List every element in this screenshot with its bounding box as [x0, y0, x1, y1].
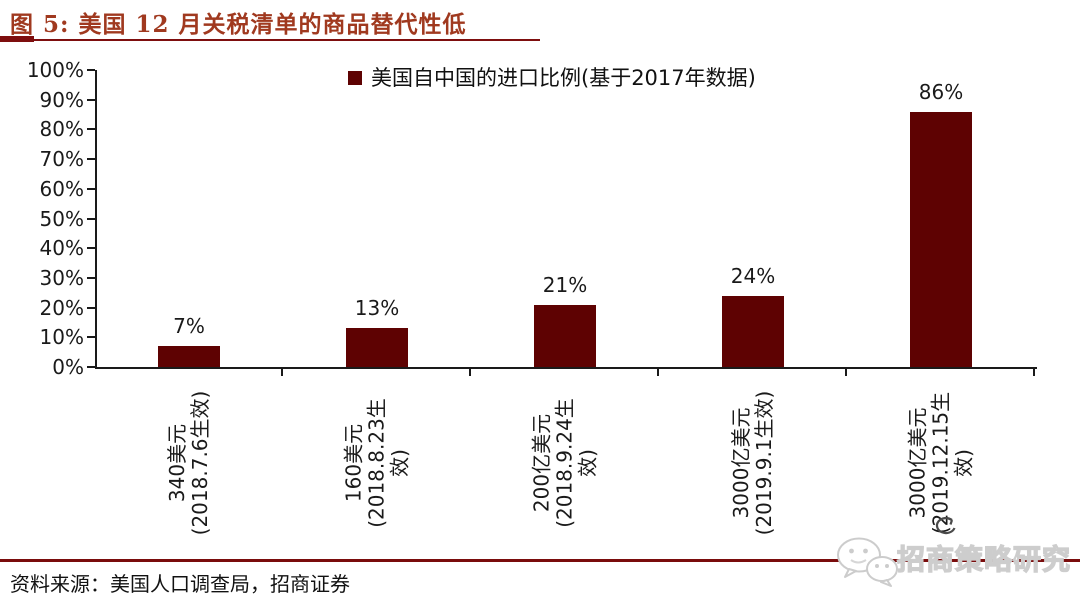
- chart-legend: 美国自中国的进口比例(基于2017年数据): [348, 62, 756, 92]
- y-axis-tick-label: 0%: [52, 355, 84, 379]
- bar: [346, 328, 408, 367]
- bar-value-label: 13%: [354, 296, 400, 321]
- bar: [534, 304, 596, 367]
- watermark-label: 招商策略研究: [896, 542, 1072, 576]
- x-axis-category-label-line: 效): [387, 449, 412, 477]
- bar: [722, 295, 784, 367]
- y-axis-tick-mark: [87, 69, 95, 71]
- x-axis-category-label-line: 340美元: [165, 423, 189, 503]
- x-axis-category-label: 340美元 (2018.7.6生效): [165, 376, 212, 550]
- y-axis-tick-mark: [87, 158, 95, 161]
- y-axis-tick-mark: [87, 187, 95, 190]
- y-axis-tick-mark: [87, 366, 95, 368]
- footer-rule: [0, 559, 1080, 562]
- y-axis-tick-label: 10%: [39, 325, 84, 350]
- x-axis-tick-mark: [1033, 369, 1035, 376]
- bar-value-label: 7%: [173, 314, 205, 339]
- figure-title: 图 5: 美国 12 月关税清单的商品替代性低: [10, 11, 467, 38]
- x-axis-category-label: 200亿美元 (2018.9.24生 效): [529, 376, 600, 550]
- x-axis-category-label: 160美元 (2018.8.23生 效): [341, 376, 412, 550]
- bar-value-label: 86%: [918, 79, 964, 104]
- x-axis-category-label-line: 200亿美元: [529, 413, 554, 513]
- y-axis-tick-mark: [87, 306, 95, 309]
- x-axis-tick-mark: [657, 369, 659, 376]
- y-axis-tick-label: 20%: [39, 295, 84, 320]
- x-axis-category-label-line: (2018.8.23生: [364, 398, 389, 528]
- y-axis-tick-label: 50%: [39, 206, 84, 231]
- wechat-icon: [837, 537, 898, 587]
- watermark: 招商策略研究: [833, 516, 1078, 591]
- bar-chart: 美国自中国的进口比例(基于2017年数据) 0% 10% 20% 30% 40% 50% 6…: [26, 58, 1037, 550]
- y-axis-tick-label: 100%: [26, 58, 84, 82]
- y-axis-tick-mark: [87, 247, 95, 250]
- y-axis-tick-mark: [87, 336, 95, 339]
- x-axis-category-label-line: 效): [575, 449, 600, 477]
- bar-value-label: 21%: [542, 272, 588, 297]
- y-axis-tick-label: 90%: [39, 87, 84, 112]
- title-underline: [0, 39, 540, 41]
- source-note: 资料来源：美国人口调查局，招商证券: [10, 572, 350, 596]
- x-axis-category-label-line: (2018.7.6生效): [188, 390, 212, 536]
- legend-label: 美国自中国的进口比例(基于2017年数据): [371, 66, 756, 90]
- bar-value-label: 24%: [730, 263, 776, 288]
- x-axis-tick-mark: [845, 369, 847, 376]
- x-axis-category-label-line: (2018.9.24生: [552, 398, 577, 528]
- bar: [910, 111, 972, 367]
- legend-swatch: [348, 71, 362, 85]
- refresh-arrow-icon: [935, 516, 956, 535]
- y-axis-tick-mark: [87, 276, 95, 279]
- x-axis-line: [95, 367, 1037, 369]
- y-axis-tick-label: 40%: [39, 236, 84, 261]
- y-axis-line: [95, 70, 97, 369]
- y-axis-tick-label: 30%: [39, 265, 84, 290]
- x-axis-category-label: 3000亿美元 (2019.9.1生效): [729, 376, 776, 550]
- x-axis-tick-mark: [469, 369, 471, 376]
- x-axis-tick-mark: [281, 369, 283, 376]
- y-axis-tick-mark: [87, 98, 95, 101]
- x-axis-category-label-line: 160美元: [341, 423, 366, 503]
- x-axis-category-label-line: (2019.9.1生效): [752, 390, 776, 536]
- x-axis-category-label-line: 3000亿美元: [729, 407, 753, 519]
- y-axis-tick-mark: [87, 217, 95, 220]
- bar: [158, 346, 220, 367]
- y-axis-tick-mark: [87, 128, 95, 131]
- y-axis-tick-label: 80%: [39, 117, 84, 142]
- y-axis-tick-label: 60%: [39, 176, 84, 201]
- y-axis-tick-label: 70%: [39, 147, 84, 172]
